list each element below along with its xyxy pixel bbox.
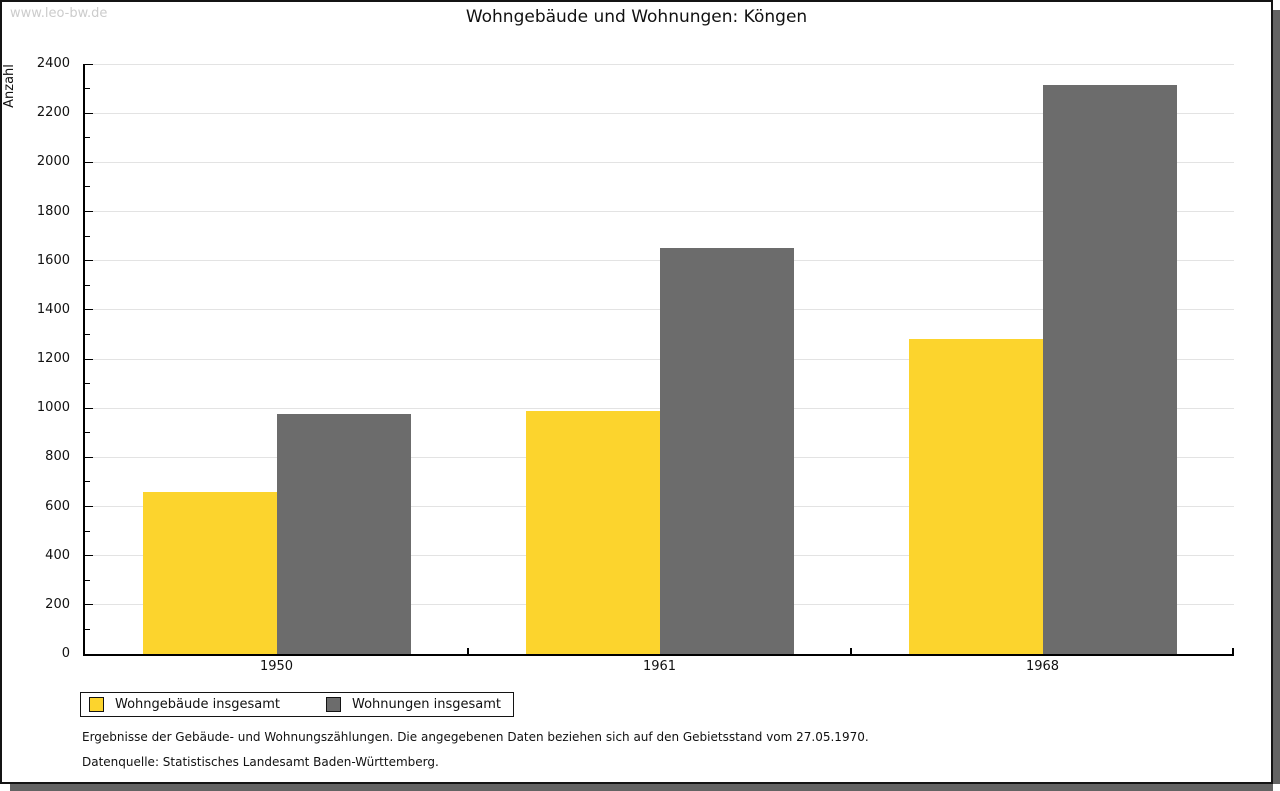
y-tick-label: 1000 <box>36 400 70 416</box>
y-minor-tick <box>85 284 90 286</box>
bar-wohngebaeude-1961 <box>525 410 660 654</box>
y-major-tick <box>85 604 93 606</box>
x-tick-label: 1950 <box>259 659 294 674</box>
y-major-tick <box>85 260 93 262</box>
legend-item-wohngebaeude: Wohngebäude insgesamt <box>89 697 280 712</box>
y-major-tick <box>85 112 93 114</box>
plot-area <box>83 63 1234 656</box>
x-boundary-tick <box>467 648 469 654</box>
y-minor-tick <box>85 235 90 237</box>
y-major-tick <box>85 309 93 311</box>
y-major-tick <box>85 506 93 507</box>
y-tick-label: 400 <box>45 547 70 563</box>
legend-swatch <box>326 697 341 712</box>
y-tick-label: 1200 <box>36 351 70 366</box>
x-axis-end-tick <box>1232 648 1234 654</box>
y-minor-tick <box>85 333 90 335</box>
y-minor-tick <box>85 137 90 139</box>
y-major-tick <box>85 161 93 163</box>
legend-label: Wohngebäude insgesamt <box>115 697 280 712</box>
bar-wohnungen-1950 <box>276 414 411 654</box>
legend-swatch <box>89 697 104 712</box>
x-boundary-tick <box>850 648 852 654</box>
frame-shadow-bottom <box>10 784 1273 791</box>
y-tick-label: 600 <box>45 498 70 514</box>
y-tick-label: 1800 <box>36 203 70 219</box>
y-major-tick <box>85 653 93 655</box>
y-minor-tick <box>85 432 90 434</box>
x-axis-labels: 1950 1961 1968 <box>2 659 1271 677</box>
frame-shadow-right <box>1273 10 1280 784</box>
footnote-line1: Ergebnisse der Gebäude- und Wohnungszähl… <box>82 730 869 744</box>
bar-wohnungen-1968 <box>1042 84 1177 654</box>
y-tick-label: 1600 <box>36 252 70 268</box>
x-tick-label: 1968 <box>1025 659 1060 674</box>
legend-item-wohnungen: Wohnungen insgesamt <box>326 697 501 712</box>
bar-wohngebaeude-1950 <box>142 491 277 654</box>
y-major-tick <box>85 555 93 557</box>
gridline <box>85 112 1234 114</box>
y-minor-tick <box>85 383 90 385</box>
y-tick-label: 2000 <box>36 154 70 170</box>
bar-wohnungen-1961 <box>659 248 794 654</box>
y-minor-tick <box>85 186 90 188</box>
y-minor-tick <box>85 579 90 581</box>
footnote-line2: Datenquelle: Statistisches Landesamt Bad… <box>82 755 439 769</box>
y-major-tick <box>85 358 93 360</box>
y-axis-tick-labels: 0 200 400 600 800 1000 1200 1400 1600 1800 2000 220… <box>2 56 76 661</box>
watermark: www.leo-bw.de <box>10 6 108 21</box>
gridline <box>85 161 1234 163</box>
y-major-tick <box>85 63 93 65</box>
gridline <box>85 211 1234 212</box>
bar-wohngebaeude-1968 <box>908 339 1043 654</box>
gridline <box>85 63 1234 65</box>
y-minor-tick <box>85 628 90 630</box>
y-tick-label: 0 <box>61 646 70 661</box>
legend: Wohngebäude insgesamt Wohnungen insgesam… <box>80 692 514 717</box>
y-tick-label: 1400 <box>36 301 70 317</box>
y-tick-label: 2400 <box>36 56 70 71</box>
y-tick-label: 800 <box>45 449 70 465</box>
y-tick-label: 2200 <box>36 105 70 121</box>
y-minor-tick <box>85 530 90 532</box>
y-major-tick <box>85 407 93 409</box>
y-tick-label: 200 <box>45 596 70 612</box>
legend-label: Wohnungen insgesamt <box>352 697 501 712</box>
y-major-tick <box>85 456 93 458</box>
y-minor-tick <box>85 481 90 483</box>
chart-title: Wohngebäude und Wohnungen: Köngen <box>465 7 808 27</box>
y-major-tick <box>85 211 93 212</box>
y-minor-tick <box>85 88 90 90</box>
x-tick-label: 1961 <box>642 659 677 674</box>
